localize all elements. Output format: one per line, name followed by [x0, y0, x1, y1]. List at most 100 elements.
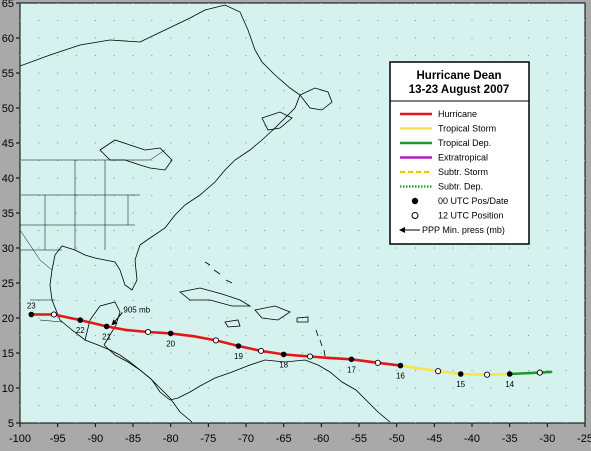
grid-dot [584, 299, 585, 302]
legend-title: Hurricane Dean [416, 70, 501, 82]
grid-dot [20, 299, 21, 302]
grid-dot [38, 422, 40, 423]
track-segment-hurricane [52, 313, 82, 322]
grid-dot [113, 422, 115, 423]
grid-dot [94, 369, 96, 372]
grid-dot [396, 387, 398, 389]
grid-dot [339, 404, 341, 407]
grid-dot [471, 19, 473, 22]
grid-dot [584, 37, 585, 39]
grid-dot [226, 107, 228, 109]
grid-dot [433, 404, 435, 407]
grid-dot [490, 54, 492, 57]
y-tick-label: 40 [2, 173, 14, 185]
grid-dot [283, 299, 285, 302]
x-tick-label: -55 [351, 433, 367, 445]
grid-dot [301, 229, 304, 232]
grid-dot [113, 19, 115, 22]
grid-dot [38, 229, 40, 232]
grid-dot [527, 247, 530, 249]
grid-dot [452, 54, 454, 57]
grid-dot [245, 299, 247, 302]
grid-dot [358, 422, 360, 423]
grid-dot [151, 194, 153, 197]
grid-dot [396, 317, 398, 319]
x-tick-label: -30 [539, 433, 555, 445]
grid-dot [490, 404, 492, 407]
grid-dot [245, 404, 247, 407]
grid-dot [283, 19, 285, 22]
grid-dot [75, 72, 78, 74]
grid-dot [565, 107, 567, 109]
grid-dot [490, 282, 492, 284]
position-12utc [435, 368, 442, 375]
grid-dot [151, 3, 153, 4]
grid-dot [509, 387, 511, 389]
grid-dot [358, 54, 360, 57]
grid-dot [132, 107, 134, 109]
x-tick-label: -75 [200, 433, 216, 445]
grid-dot [245, 107, 247, 109]
grid-dot [57, 3, 59, 4]
grid-dot [207, 89, 209, 92]
grid-dot [75, 369, 78, 372]
grid-dot [170, 387, 172, 389]
grid-dot [339, 229, 341, 232]
grid-dot [565, 282, 567, 284]
grid-dot [433, 352, 435, 354]
grid-dot [132, 3, 134, 4]
grid-dot [245, 3, 247, 4]
grid-dot [113, 142, 115, 144]
track-positions: 14 15 16 17 18 19 20 21 22 23 [27, 302, 543, 389]
grid-dot [57, 264, 59, 267]
grid-dot [38, 352, 40, 354]
grid-dot [57, 299, 59, 302]
track-segment-hurricane [124, 328, 150, 334]
grid-dot [546, 3, 548, 4]
grid-dot [584, 107, 585, 109]
grid-dot [188, 194, 191, 197]
legend-swatch-pos00 [411, 197, 419, 205]
grid-dot [490, 369, 492, 372]
grid-dot [38, 212, 40, 214]
grid-dot [433, 387, 435, 389]
grid-dot [264, 194, 266, 197]
grid-dot [301, 299, 304, 302]
grid-dot [377, 177, 379, 179]
grid-dot [264, 37, 266, 39]
grid-dot [226, 3, 228, 4]
grid-dot [207, 54, 209, 57]
grid-dot [320, 72, 322, 74]
grid-dot [546, 37, 548, 39]
grid-dot [283, 107, 285, 109]
grid-dot [207, 212, 209, 214]
grid-dot [113, 177, 115, 179]
y-tick-label: 45 [2, 138, 14, 150]
grid-dot [584, 212, 585, 214]
grid-dot [20, 37, 21, 39]
grid-dot [57, 369, 59, 372]
grid-dot [320, 317, 322, 319]
grid-dot [132, 19, 134, 22]
grid-dot [377, 247, 379, 249]
grid-dot [414, 334, 417, 337]
grid-dot [584, 317, 585, 319]
legend-label-pos00: 00 UTC Pos/Date [438, 196, 509, 206]
grid-dot [94, 334, 96, 337]
grid-dot [151, 264, 153, 267]
grid-dot [188, 124, 191, 127]
legend: Hurricane Dean 13-23 August 2007 Hurrica… [389, 61, 530, 245]
grid-dot [283, 159, 285, 162]
grid-dot [301, 159, 304, 162]
jamaica-coastline [224, 319, 241, 328]
grid-dot [396, 282, 398, 284]
grid-dot [584, 422, 585, 423]
grid-dot [339, 387, 341, 389]
grid-dot [283, 369, 285, 372]
grid-dot [414, 404, 417, 407]
grid-dot [245, 387, 247, 389]
grid-dot [226, 54, 228, 57]
grid-dot [283, 177, 285, 179]
grid-dot [245, 194, 247, 197]
grid-dot [20, 247, 21, 249]
